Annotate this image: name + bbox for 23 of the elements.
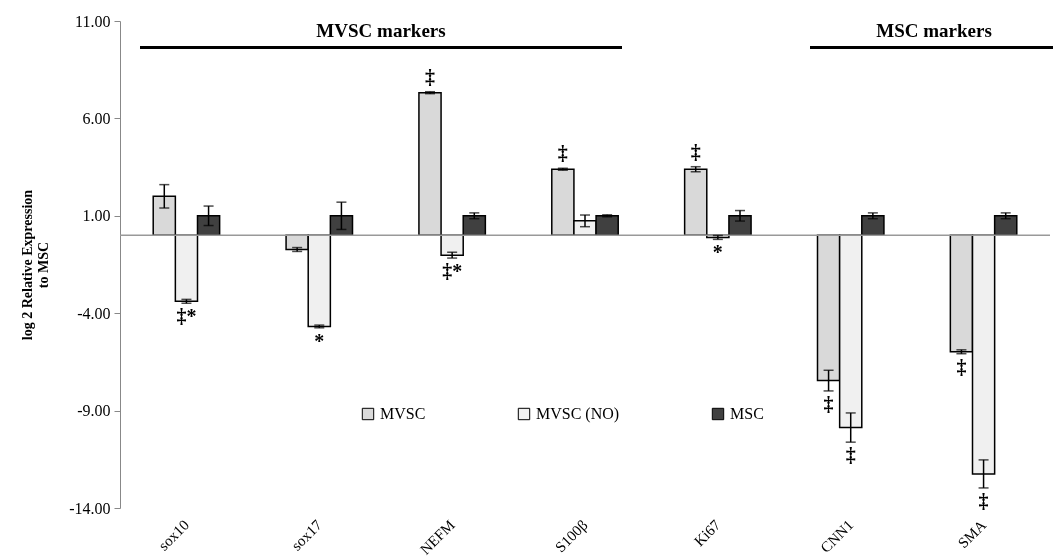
annotation: ‡ — [823, 392, 834, 415]
y-tick-label: 6.00 — [82, 109, 111, 127]
annotation: ‡ — [956, 355, 967, 378]
annotation: ‡ — [557, 142, 568, 165]
legend-label: MVSC — [380, 405, 426, 422]
annotation: ‡* — [176, 305, 197, 328]
y-tick-label: 1.00 — [82, 207, 111, 225]
legend-label: MVSC (NO) — [536, 405, 620, 423]
annotation: ‡ — [690, 140, 701, 163]
legend-label: MSC — [730, 405, 764, 422]
annotation: * — [712, 241, 723, 264]
y-axis-title: log 2 Relative Expression to MSC — [20, 189, 52, 341]
annotation: * — [314, 329, 325, 352]
y-tick-label: -4.00 — [77, 304, 111, 322]
annotation: ‡ — [845, 444, 856, 467]
y-tick-label: -14.00 — [69, 499, 111, 517]
annotation: MVSC markers — [316, 20, 446, 42]
annotation: ‡* — [442, 260, 463, 283]
annotation: ‡ — [425, 65, 435, 88]
y-tick-label: 11.00 — [75, 12, 111, 30]
annotation: ‡ — [978, 489, 989, 512]
annotation: MSC markers — [876, 20, 992, 42]
y-tick-label: -9.00 — [77, 402, 111, 420]
